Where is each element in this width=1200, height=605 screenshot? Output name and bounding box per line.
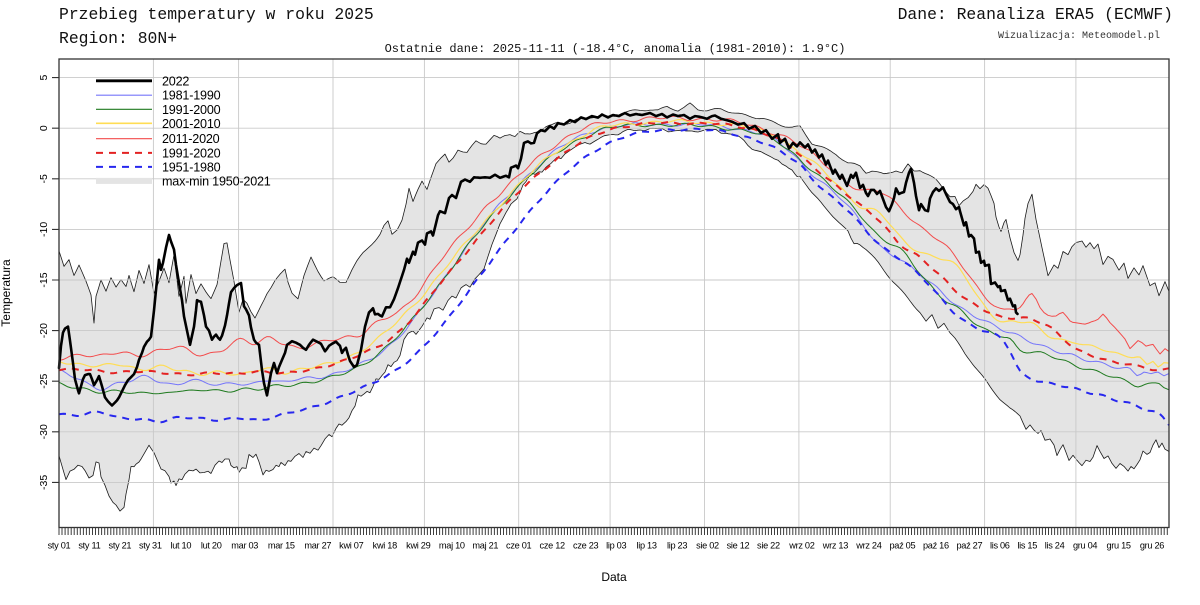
svg-text:kwi 18: kwi 18: [373, 541, 397, 551]
svg-text:cze 01: cze 01: [506, 541, 531, 551]
svg-text:-35: -35: [38, 475, 50, 490]
svg-text:sie 12: sie 12: [727, 541, 750, 551]
svg-text:1951-1980: 1951-1980: [162, 160, 221, 174]
svg-text:mar 03: mar 03: [231, 541, 258, 551]
svg-text:-20: -20: [38, 323, 50, 338]
svg-text:2001-2010: 2001-2010: [162, 117, 221, 131]
svg-text:Przebieg temperatury w roku 20: Przebieg temperatury w roku 2025: [59, 5, 374, 24]
svg-text:lip 23: lip 23: [667, 541, 687, 551]
svg-text:paź 16: paź 16: [923, 541, 949, 551]
svg-text:-25: -25: [38, 373, 50, 388]
svg-text:wrz 24: wrz 24: [855, 541, 881, 551]
svg-text:-30: -30: [38, 424, 50, 439]
svg-text:-10: -10: [38, 222, 50, 237]
svg-text:1991-2000: 1991-2000: [162, 103, 221, 117]
svg-text:gru 04: gru 04: [1073, 541, 1097, 551]
svg-text:sty 21: sty 21: [109, 541, 132, 551]
svg-text:mar 27: mar 27: [304, 541, 331, 551]
svg-text:lut 20: lut 20: [201, 541, 222, 551]
svg-text:paź 05: paź 05: [890, 541, 916, 551]
svg-text:max-min 1950-2021: max-min 1950-2021: [162, 174, 271, 188]
svg-text:1991-2020: 1991-2020: [162, 146, 221, 160]
svg-text:5: 5: [38, 75, 50, 81]
svg-text:sty 01: sty 01: [48, 541, 71, 551]
svg-text:maj 10: maj 10: [439, 541, 465, 551]
svg-text:Ostatnie dane: 2025-11-11 (-18: Ostatnie dane: 2025-11-11 (-18.4°C, anom…: [385, 42, 846, 56]
svg-text:paź 27: paź 27: [957, 541, 983, 551]
svg-text:Dane: Reanaliza ERA5 (ECMWF): Dane: Reanaliza ERA5 (ECMWF): [898, 5, 1173, 24]
svg-text:lis 24: lis 24: [1045, 541, 1065, 551]
svg-text:lut 10: lut 10: [170, 541, 191, 551]
svg-text:cze 12: cze 12: [540, 541, 565, 551]
svg-text:Region: 80N+: Region: 80N+: [59, 29, 177, 48]
svg-text:gru 15: gru 15: [1106, 541, 1130, 551]
svg-text:kwi 29: kwi 29: [406, 541, 430, 551]
svg-text:kwi 07: kwi 07: [339, 541, 363, 551]
svg-text:Temperatura: Temperatura: [0, 259, 13, 327]
svg-text:lis 15: lis 15: [1017, 541, 1037, 551]
svg-text:wrz 02: wrz 02: [788, 541, 814, 551]
svg-text:Wizualizacja: Meteomodel.pl: Wizualizacja: Meteomodel.pl: [998, 30, 1160, 42]
svg-text:lip 03: lip 03: [606, 541, 626, 551]
svg-text:0: 0: [38, 125, 50, 131]
svg-text:Data: Data: [601, 570, 627, 584]
svg-text:sie 02: sie 02: [696, 541, 719, 551]
svg-text:-15: -15: [38, 272, 50, 287]
svg-text:sty 11: sty 11: [78, 541, 100, 551]
svg-text:2022: 2022: [162, 74, 189, 88]
svg-text:wrz 13: wrz 13: [822, 541, 848, 551]
svg-text:gru 26: gru 26: [1140, 541, 1164, 551]
svg-text:lip 13: lip 13: [637, 541, 657, 551]
svg-text:mar 15: mar 15: [268, 541, 295, 551]
svg-text:1981-1990: 1981-1990: [162, 89, 221, 103]
svg-text:cze 23: cze 23: [573, 541, 598, 551]
svg-text:lis 06: lis 06: [990, 541, 1010, 551]
svg-text:2011-2020: 2011-2020: [162, 132, 220, 146]
svg-text:sty 31: sty 31: [139, 541, 162, 551]
svg-text:maj 21: maj 21: [472, 541, 498, 551]
svg-text:-5: -5: [38, 174, 50, 183]
svg-text:sie 22: sie 22: [757, 541, 780, 551]
